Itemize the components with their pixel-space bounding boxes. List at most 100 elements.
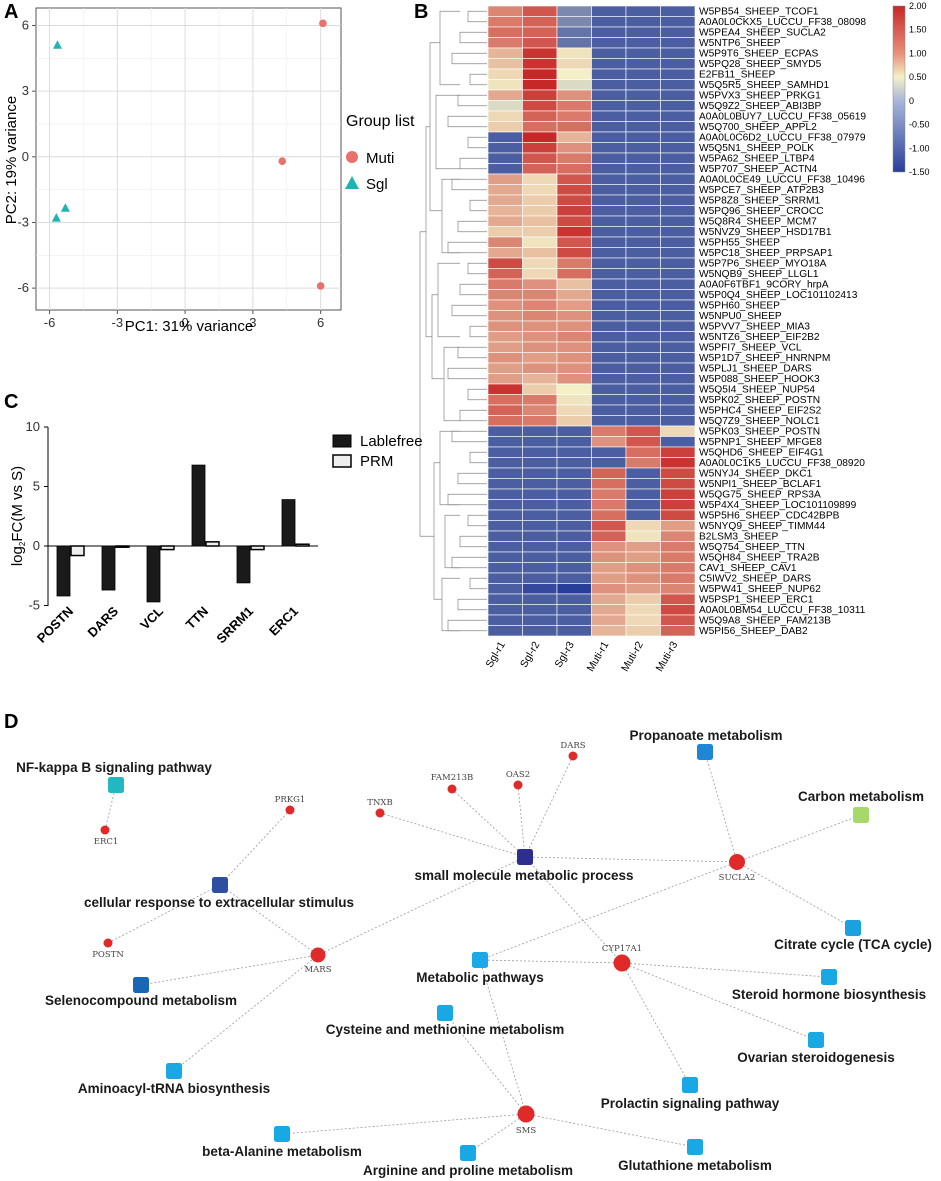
heatmap-cell bbox=[556, 436, 592, 448]
term-label-carbon: Carbon metabolism bbox=[798, 789, 924, 804]
heatmap-cell bbox=[660, 142, 696, 154]
heatmap-cell bbox=[660, 488, 696, 500]
gene-label-tnxb: TNXB bbox=[367, 798, 392, 808]
heatmap-cell bbox=[556, 278, 592, 290]
heatmap-cell bbox=[660, 299, 696, 311]
heatmap-cell bbox=[591, 404, 627, 416]
heatmap-cell bbox=[556, 79, 592, 91]
lablefree-bar bbox=[101, 545, 116, 591]
heatmap-cell bbox=[556, 152, 592, 164]
heatmap-cell bbox=[625, 79, 661, 91]
heatmap-row-label: W5PFI7_SHEEP_VCL bbox=[699, 343, 802, 354]
dendrogram-branch bbox=[457, 346, 487, 359]
heatmap-cell bbox=[660, 394, 696, 406]
dendrogram-branch bbox=[447, 493, 487, 506]
heatmap-cell bbox=[487, 131, 523, 143]
dendrogram-branch bbox=[451, 556, 487, 569]
heatmap-cell bbox=[487, 341, 523, 353]
dendrogram-branch bbox=[459, 283, 487, 296]
heatmap-cell bbox=[487, 47, 523, 59]
heatmap-cell bbox=[556, 110, 592, 122]
heatmap-cell bbox=[625, 247, 661, 259]
heatmap-cell bbox=[660, 625, 696, 637]
heatmap-cell bbox=[522, 47, 558, 59]
heatmap-cell bbox=[660, 163, 696, 175]
heatmap-cell bbox=[625, 394, 661, 406]
heatmap-cell bbox=[487, 100, 523, 112]
heatmap-cell bbox=[522, 79, 558, 91]
heatmap-cell bbox=[660, 425, 696, 437]
heatmap-cell bbox=[591, 215, 627, 227]
heatmap-cell bbox=[522, 58, 558, 70]
heatmap-row-label: W5NPI1_SHEEP_BCLAF1 bbox=[699, 479, 822, 490]
heatmap-row-label: W5NPU0_SHEEP bbox=[699, 311, 782, 322]
heatmap-cell bbox=[556, 37, 592, 49]
heatmap-cell bbox=[522, 320, 558, 332]
heatmap-cell bbox=[522, 625, 558, 637]
heatmap-cell bbox=[556, 593, 592, 605]
heatmap-cell bbox=[556, 320, 592, 332]
lablefree-bar bbox=[191, 464, 206, 547]
prm-legend-swatch bbox=[332, 454, 352, 468]
heatmap-cell bbox=[556, 478, 592, 490]
term-label-ovarian: Ovarian steroidogenesis bbox=[737, 1050, 895, 1065]
gene-node-sms bbox=[517, 1105, 535, 1123]
prm-bar bbox=[295, 543, 310, 547]
heatmap-row-label: W5Q9A8_SHEEP_FAM213B bbox=[699, 616, 831, 627]
network-edge bbox=[451, 788, 526, 858]
term-node-ovarian bbox=[808, 1032, 824, 1048]
heatmap-cell bbox=[625, 47, 661, 59]
heatmap-row-label: W5QHD6_SHEEP_EIF4G1 bbox=[699, 448, 824, 459]
gene-label-postn: POSTN bbox=[92, 950, 124, 960]
heatmap-cell bbox=[625, 404, 661, 416]
heatmap-cell bbox=[660, 79, 696, 91]
heatmap-cell bbox=[487, 404, 523, 416]
heatmap-cell bbox=[522, 467, 558, 479]
heatmap-cell bbox=[591, 562, 627, 574]
heatmap-cell bbox=[487, 331, 523, 343]
term-label-glutathione: Glutathione metabolism bbox=[618, 1158, 772, 1173]
heatmap-cell bbox=[660, 58, 696, 70]
muti-point bbox=[278, 157, 287, 165]
heatmap-cell bbox=[625, 331, 661, 343]
heatmap-cell bbox=[591, 593, 627, 605]
heatmap-cell bbox=[487, 26, 523, 38]
heatmap-cell bbox=[660, 572, 696, 584]
heatmap-row-label: W5P7P6_SHEEP_MYO18A bbox=[699, 259, 827, 270]
heatmap-cell bbox=[556, 530, 592, 542]
heatmap-cell bbox=[660, 467, 696, 479]
dendrogram-branch bbox=[451, 178, 487, 191]
heatmap-cell bbox=[660, 331, 696, 343]
heatmap-row-label: W5PQ96_SHEEP_CROCC bbox=[699, 206, 824, 217]
heatmap-row-label: W5NQB9_SHEEP_LLGL1 bbox=[699, 269, 819, 280]
heatmap-row-label: W5PK03_SHEEP_POSTN bbox=[699, 427, 820, 438]
heatmap-cell bbox=[487, 593, 523, 605]
heatmap-cell bbox=[556, 425, 592, 437]
heatmap-cell bbox=[591, 583, 627, 595]
heatmap-cell bbox=[522, 152, 558, 164]
heatmap-scale-tick-label: 1.00 bbox=[909, 48, 927, 58]
heatmap-row-label: W5NTP6_SHEEP bbox=[699, 38, 781, 49]
heatmap-cell bbox=[660, 530, 696, 542]
bar-legend-prm: PRM bbox=[332, 453, 393, 470]
heatmap-row-label: W5NTZ6_SHEEP_EIF2B2 bbox=[699, 332, 820, 343]
heatmap-row-label: A0A0L0C1K5_LUCCU_FF38_08920 bbox=[699, 458, 865, 469]
heatmap-cell bbox=[487, 625, 523, 637]
heatmap-column-label: Muti-r1 bbox=[585, 639, 612, 673]
heatmap-cell bbox=[660, 205, 696, 217]
heatmap-cell bbox=[487, 362, 523, 374]
heatmap-cell bbox=[625, 383, 661, 395]
heatmap-cell bbox=[591, 58, 627, 70]
heatmap-column-label: Sgl-r2 bbox=[518, 639, 542, 669]
heatmap-cell bbox=[660, 152, 696, 164]
heatmap-cell bbox=[522, 226, 558, 238]
heatmap-cell bbox=[625, 373, 661, 385]
heatmap-cell bbox=[556, 331, 592, 343]
dendrogram-branch bbox=[469, 199, 487, 212]
heatmap-cell bbox=[591, 299, 627, 311]
gene-label-dars: DARS bbox=[560, 741, 585, 751]
heatmap-cell bbox=[487, 478, 523, 490]
heatmap-cell bbox=[591, 89, 627, 101]
heatmap-cell bbox=[625, 499, 661, 511]
heatmap-cell bbox=[522, 373, 558, 385]
